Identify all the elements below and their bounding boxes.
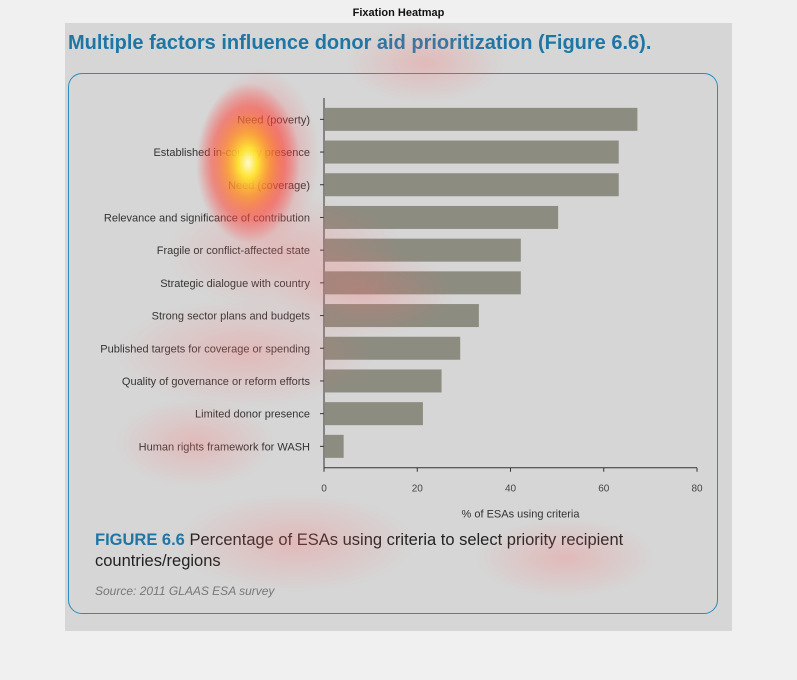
- bar: [325, 304, 479, 328]
- category-label: Limited donor presence: [195, 409, 310, 421]
- bar: [325, 173, 619, 197]
- bar: [325, 402, 423, 426]
- category-label: Strategic dialogue with country: [160, 278, 310, 290]
- x-tick-label: 80: [691, 484, 703, 495]
- x-tick-label: 60: [598, 484, 610, 495]
- category-label: Quality of governance or reform efforts: [122, 376, 311, 388]
- bar: [325, 205, 559, 229]
- x-tick-label: 20: [412, 484, 424, 495]
- category-label: Established in-country presence: [153, 147, 310, 159]
- x-axis-title: % of ESAs using criteria: [462, 509, 581, 521]
- category-label: Relevance and significance of contributi…: [104, 212, 310, 224]
- bar: [325, 140, 619, 164]
- bar: [325, 369, 442, 393]
- bar: [325, 238, 521, 262]
- figure-number: FIGURE 6.6: [95, 531, 185, 549]
- category-label: Need (poverty): [237, 114, 310, 126]
- figure-source: Source: 2011 GLAAS ESA survey: [95, 584, 275, 598]
- bar: [325, 434, 344, 458]
- heatmap-window-title: Fixation Heatmap: [352, 7, 445, 19]
- category-label: Human rights framework for WASH: [139, 441, 310, 453]
- bar: [325, 271, 521, 295]
- category-label: Fragile or conflict-affected state: [157, 245, 310, 257]
- bar: [325, 107, 638, 131]
- category-label: Need (coverage): [228, 180, 310, 192]
- category-label: Strong sector plans and budgets: [152, 311, 311, 323]
- slide-image: Multiple factors influence donor aid pri…: [65, 23, 732, 631]
- bar: [325, 336, 461, 360]
- figure-caption: FIGURE 6.6 Percentage of ESAs using crit…: [95, 530, 695, 572]
- x-tick-label: 40: [505, 484, 517, 495]
- category-label: Published targets for coverage or spendi…: [100, 343, 310, 355]
- x-tick-label: 0: [321, 484, 327, 495]
